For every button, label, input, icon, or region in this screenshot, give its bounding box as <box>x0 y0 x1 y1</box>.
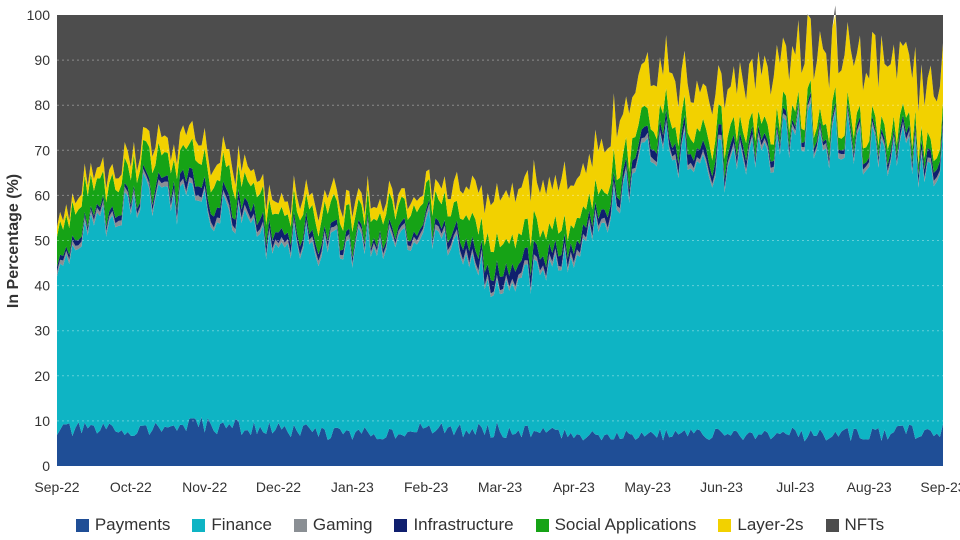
legend-item-infrastructure[interactable]: Infrastructure <box>394 515 514 535</box>
x-tick-label: Jan-23 <box>331 479 374 495</box>
x-tick-label: Dec-22 <box>256 479 301 495</box>
y-tick-label: 10 <box>34 413 50 429</box>
stacked-areas <box>57 5 943 466</box>
y-tick-label: 70 <box>34 142 50 158</box>
area-payments <box>57 417 943 466</box>
legend-label: Infrastructure <box>413 515 514 534</box>
area-layer-2s <box>57 15 943 253</box>
legend-item-social-applications[interactable]: Social Applications <box>535 515 697 535</box>
legend-label: Social Applications <box>554 515 697 534</box>
y-tick-label: 60 <box>34 187 50 203</box>
legend-label: Payments <box>94 515 171 534</box>
x-tick-label: Nov-22 <box>182 479 227 495</box>
legend-label: Finance <box>211 515 272 534</box>
legend-item-finance[interactable]: Finance <box>192 515 272 535</box>
legend: Payments Finance Gaming Infrastructure Socia… <box>0 510 960 540</box>
x-tick-label: Oct-22 <box>110 479 152 495</box>
area-social-applications <box>57 79 943 282</box>
x-tick-label: Sep-22 <box>34 479 79 495</box>
y-axis-title: In Percentage (%) <box>5 174 22 308</box>
legend-item-layer-2s[interactable]: Layer-2s <box>718 515 804 535</box>
area-finance <box>57 102 943 442</box>
y-tick-label: 100 <box>27 7 51 23</box>
y-tick-label: 80 <box>34 97 50 113</box>
y-tick-label: 20 <box>34 368 50 384</box>
x-axis-ticks: Sep-22 Oct-22 Nov-22 Dec-22 Jan-23 Feb-23 Mar-… <box>34 479 960 495</box>
legend-item-payments[interactable]: Payments <box>75 515 171 535</box>
area-infrastructure <box>57 91 943 294</box>
x-tick-label: Mar-23 <box>478 479 523 495</box>
legend-swatch <box>718 518 732 532</box>
x-tick-label: Jul-23 <box>776 479 814 495</box>
legend-item-gaming[interactable]: Gaming <box>293 515 373 535</box>
y-tick-label: 90 <box>34 52 50 68</box>
legend-label: Gaming <box>312 515 373 534</box>
x-tick-label: May-23 <box>624 479 671 495</box>
legend-swatch <box>192 518 206 532</box>
legend-swatch <box>293 518 307 532</box>
x-tick-label: Jun-23 <box>700 479 743 495</box>
legend-swatch <box>394 518 408 532</box>
chart: 0 10 20 30 40 50 60 70 80 90 100 Sep-22 Oct-22 Nov-2… <box>5 5 960 495</box>
x-tick-label: Apr-23 <box>553 479 595 495</box>
y-tick-label: 0 <box>42 458 50 474</box>
y-axis-ticks: 0 10 20 30 40 50 60 70 80 90 100 <box>27 7 51 474</box>
area-nfts <box>57 5 943 227</box>
y-tick-label: 50 <box>34 233 50 249</box>
legend-swatch <box>825 518 839 532</box>
y-tick-label: 30 <box>34 323 50 339</box>
legend-swatch <box>75 518 89 532</box>
legend-label: NFTs <box>844 515 885 534</box>
legend-item-nfts[interactable]: NFTs <box>825 515 885 535</box>
legend-swatch <box>535 518 549 532</box>
x-tick-label: Feb-23 <box>404 479 449 495</box>
x-tick-label: Aug-23 <box>847 479 892 495</box>
area-gaming <box>57 96 943 298</box>
x-tick-label: Sep-23 <box>920 479 960 495</box>
y-tick-label: 40 <box>34 278 50 294</box>
legend-label: Layer-2s <box>737 515 804 534</box>
